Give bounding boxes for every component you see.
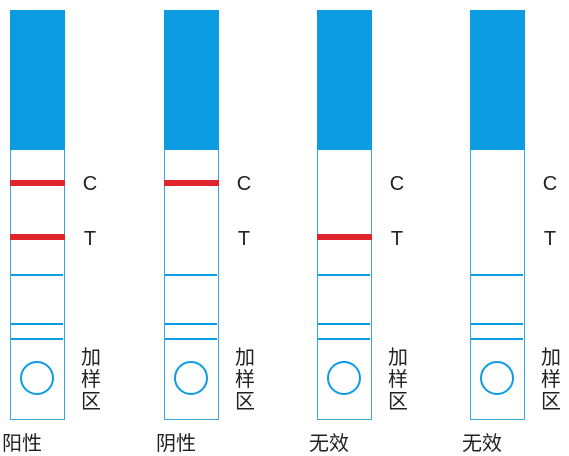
strip-absorbent-pad — [163, 9, 219, 150]
sample-well-circle — [327, 361, 361, 395]
result-label: 阳性 — [2, 431, 42, 455]
test-line-label: T — [543, 228, 557, 250]
sample-well-circle — [20, 361, 54, 395]
strip-absorbent-pad — [316, 9, 372, 150]
sample-zone-char: 区 — [388, 389, 408, 413]
strip-panel: C T 加样区无效 — [307, 0, 457, 455]
strip-divider-line — [318, 338, 370, 340]
test-strip — [9, 9, 65, 420]
sample-zone-label: 加样区 — [540, 346, 562, 412]
sample-zone-char: 样 — [541, 367, 561, 391]
sample-well-circle — [174, 361, 208, 395]
strip-panel: C T 加样区无效 — [460, 0, 569, 455]
strip-panel: C T 加样区阳性 — [0, 0, 150, 455]
strip-divider-line — [318, 323, 370, 325]
test-strip — [163, 9, 219, 420]
test-line-label: T — [83, 228, 97, 250]
sample-well-circle — [480, 361, 514, 395]
strip-panel: C T 加样区阴性 — [154, 0, 304, 455]
strip-divider-line — [471, 323, 523, 325]
sample-zone-char: 加 — [388, 345, 408, 369]
sample-zone-label: 加样区 — [387, 346, 409, 412]
test-line-band — [316, 234, 372, 240]
sample-zone-char: 样 — [388, 367, 408, 391]
control-line-label: C — [542, 173, 558, 195]
sample-zone-char: 加 — [541, 345, 561, 369]
control-line-band — [9, 180, 65, 186]
strip-divider-line — [471, 338, 523, 340]
control-line-label: C — [82, 173, 98, 195]
test-line-label: T — [390, 228, 404, 250]
control-line-band — [163, 180, 219, 186]
strip-absorbent-pad — [9, 9, 65, 150]
result-label: 无效 — [309, 431, 349, 455]
strip-divider-line — [11, 323, 63, 325]
sample-zone-char: 区 — [81, 389, 101, 413]
result-label: 无效 — [462, 431, 502, 455]
sample-zone-label: 加样区 — [80, 346, 102, 412]
test-strip — [469, 9, 525, 420]
strip-divider-line — [165, 274, 217, 276]
sample-zone-char: 样 — [235, 367, 255, 391]
strip-divider-line — [11, 338, 63, 340]
strip-divider-line — [165, 338, 217, 340]
strip-divider-line — [318, 274, 370, 276]
sample-zone-char: 样 — [81, 367, 101, 391]
sample-zone-label: 加样区 — [234, 346, 256, 412]
control-line-label: C — [236, 173, 252, 195]
strip-divider-line — [165, 323, 217, 325]
sample-zone-char: 加 — [81, 345, 101, 369]
strip-absorbent-pad — [469, 9, 525, 150]
result-label: 阴性 — [156, 431, 196, 455]
sample-zone-char: 区 — [541, 389, 561, 413]
test-line-label: T — [237, 228, 251, 250]
sample-zone-char: 加 — [235, 345, 255, 369]
sample-zone-char: 区 — [235, 389, 255, 413]
control-line-label: C — [389, 173, 405, 195]
strip-divider-line — [11, 274, 63, 276]
test-line-band — [9, 234, 65, 240]
strip-divider-line — [471, 274, 523, 276]
test-strip — [316, 9, 372, 420]
